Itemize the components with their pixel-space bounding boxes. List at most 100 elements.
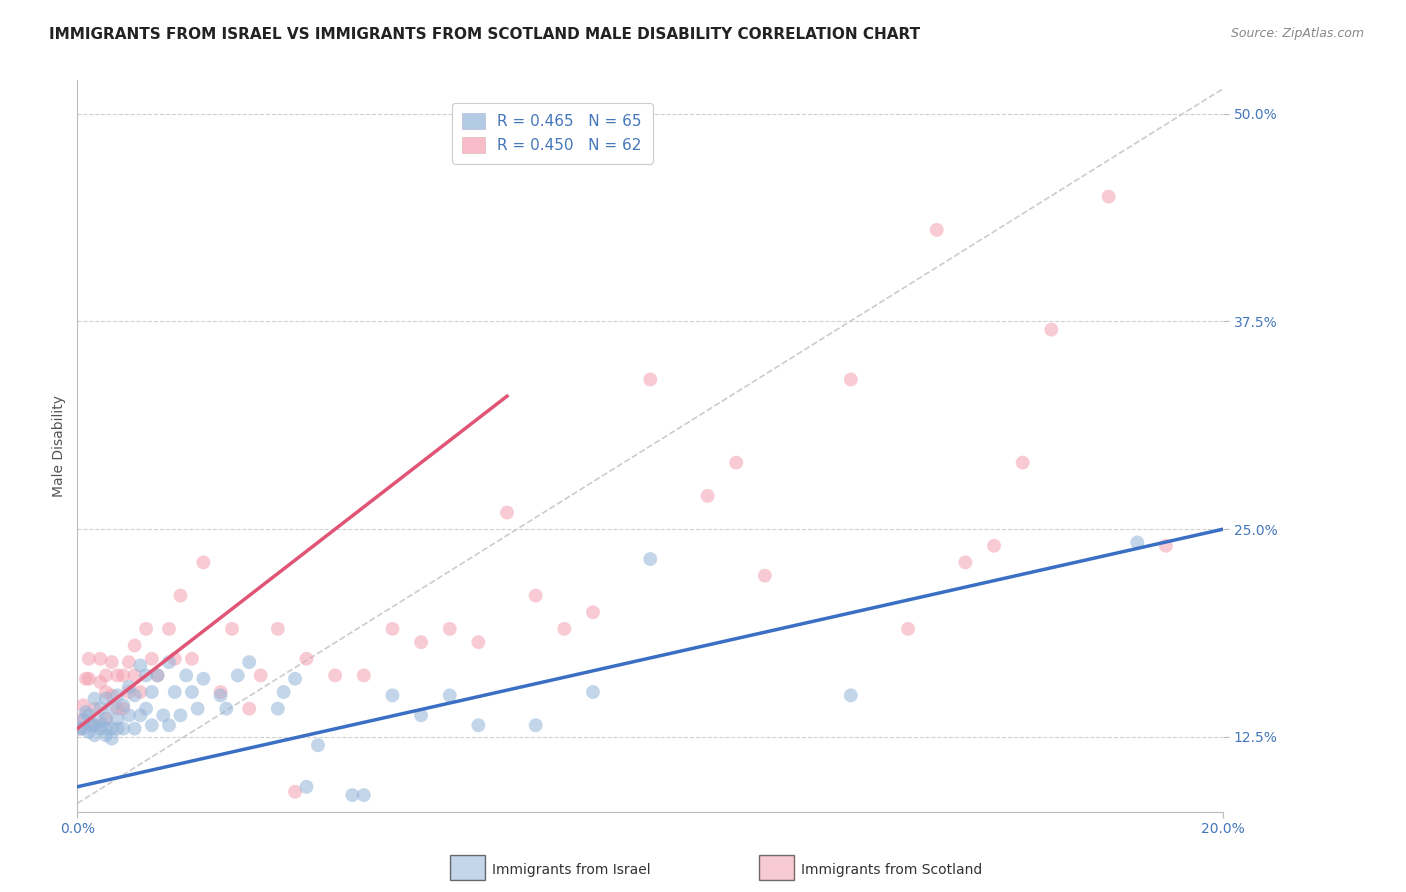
- Legend: R = 0.465   N = 65, R = 0.450   N = 62: R = 0.465 N = 65, R = 0.450 N = 62: [451, 103, 652, 163]
- Point: [135, 622, 157, 636]
- Point: [174, 668, 197, 682]
- Point: [323, 668, 346, 682]
- Point: [72, 698, 94, 713]
- Point: [100, 700, 122, 714]
- Point: [124, 668, 146, 682]
- Point: [353, 668, 375, 682]
- Point: [180, 652, 204, 666]
- Point: [83, 701, 105, 715]
- Point: [193, 555, 215, 569]
- Point: [75, 672, 97, 686]
- Point: [129, 685, 152, 699]
- Point: [496, 506, 519, 520]
- Point: [238, 655, 260, 669]
- Text: Immigrants from Israel: Immigrants from Israel: [492, 863, 651, 877]
- Point: [839, 689, 862, 703]
- Point: [295, 652, 318, 666]
- Text: IMMIGRANTS FROM ISRAEL VS IMMIGRANTS FROM SCOTLAND MALE DISABILITY CORRELATION C: IMMIGRANTS FROM ISRAEL VS IMMIGRANTS FRO…: [49, 27, 921, 42]
- Point: [100, 689, 122, 703]
- Point: [112, 722, 135, 736]
- Point: [107, 689, 129, 703]
- Point: [524, 718, 547, 732]
- Point: [124, 639, 146, 653]
- Point: [180, 685, 204, 699]
- Point: [754, 568, 776, 582]
- Point: [411, 635, 433, 649]
- Point: [582, 605, 605, 619]
- Point: [267, 701, 290, 715]
- Point: [129, 708, 152, 723]
- Point: [1126, 535, 1149, 549]
- Point: [284, 785, 307, 799]
- Point: [146, 668, 169, 682]
- Point: [1011, 456, 1033, 470]
- Point: [89, 652, 111, 666]
- Point: [89, 701, 111, 715]
- Point: [467, 718, 489, 732]
- Point: [94, 722, 117, 736]
- Point: [77, 725, 100, 739]
- Point: [118, 655, 141, 669]
- Point: [1040, 323, 1063, 337]
- Point: [640, 372, 662, 386]
- Point: [381, 622, 404, 636]
- Point: [193, 672, 215, 686]
- Point: [381, 689, 404, 703]
- Point: [226, 668, 249, 682]
- Point: [169, 589, 191, 603]
- Point: [94, 712, 117, 726]
- Point: [439, 689, 461, 703]
- Point: [112, 668, 135, 682]
- Point: [118, 708, 141, 723]
- Point: [342, 788, 364, 802]
- Point: [839, 372, 862, 386]
- Point: [141, 718, 163, 732]
- Point: [157, 655, 180, 669]
- Point: [582, 685, 605, 699]
- Point: [157, 622, 180, 636]
- Point: [112, 698, 135, 713]
- Point: [146, 668, 169, 682]
- Point: [75, 705, 97, 719]
- Point: [135, 701, 157, 715]
- Point: [1154, 539, 1177, 553]
- Point: [215, 701, 238, 715]
- Point: [284, 672, 307, 686]
- Point: [238, 701, 260, 715]
- Point: [112, 701, 135, 715]
- Point: [89, 722, 111, 736]
- Point: [72, 714, 94, 728]
- Point: [69, 722, 91, 736]
- Point: [118, 680, 141, 694]
- Point: [94, 691, 117, 706]
- Point: [221, 622, 243, 636]
- Point: [267, 622, 290, 636]
- Point: [77, 672, 100, 686]
- Point: [640, 552, 662, 566]
- Point: [152, 708, 174, 723]
- Point: [1098, 189, 1121, 203]
- Point: [124, 689, 146, 703]
- Point: [94, 712, 117, 726]
- Point: [169, 708, 191, 723]
- Point: [141, 685, 163, 699]
- Point: [209, 689, 232, 703]
- Point: [129, 658, 152, 673]
- Point: [89, 675, 111, 690]
- Point: [72, 712, 94, 726]
- Point: [725, 456, 748, 470]
- Point: [124, 722, 146, 736]
- Point: [157, 718, 180, 732]
- Point: [353, 788, 375, 802]
- Point: [295, 780, 318, 794]
- Point: [94, 728, 117, 742]
- Text: Immigrants from Scotland: Immigrants from Scotland: [801, 863, 983, 877]
- Point: [100, 655, 122, 669]
- Point: [107, 701, 129, 715]
- Point: [307, 738, 329, 752]
- Point: [94, 668, 117, 682]
- Y-axis label: Male Disability: Male Disability: [52, 395, 66, 497]
- Point: [83, 728, 105, 742]
- Point: [83, 691, 105, 706]
- Point: [80, 718, 103, 732]
